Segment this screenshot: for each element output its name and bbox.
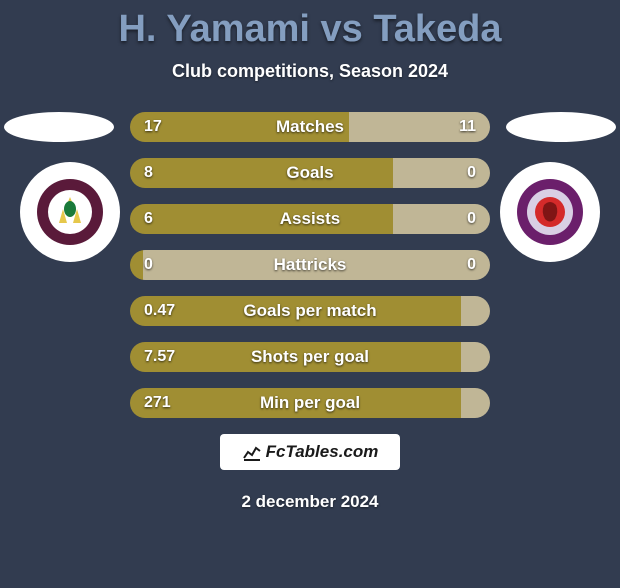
stat-row: 0.47 Goals per match xyxy=(130,296,490,326)
stat-row: 0 Hattricks 0 xyxy=(130,250,490,280)
stat-row: 17 Matches 11 xyxy=(130,112,490,142)
player-photo-left xyxy=(4,112,114,142)
club-badge-right-inner xyxy=(517,179,583,245)
watermark-text: FcTables.com xyxy=(266,442,379,462)
stat-value-right: 0 xyxy=(467,210,476,228)
stats-list: 17 Matches 11 8 Goals 0 6 Assists 0 0 Hattricks 0 0.… xyxy=(130,112,490,418)
subtitle: Club competitions, Season 2024 xyxy=(0,61,620,82)
stat-value-left: 8 xyxy=(144,164,153,182)
stat-label: Shots per goal xyxy=(251,347,369,367)
club-badge-left xyxy=(20,162,120,262)
club-badge-right xyxy=(500,162,600,262)
stat-label: Assists xyxy=(280,209,340,229)
page-title: H. Yamami vs Takeda xyxy=(0,8,620,51)
comparison-panel: 17 Matches 11 8 Goals 0 6 Assists 0 0 Hattricks 0 0.… xyxy=(0,112,620,418)
stat-label: Goals per match xyxy=(243,301,376,321)
stat-label: Hattricks xyxy=(274,255,347,275)
stat-value-right: 11 xyxy=(459,118,476,136)
stat-value-left: 271 xyxy=(144,394,171,412)
stat-value-right: 0 xyxy=(467,164,476,182)
stat-label: Min per goal xyxy=(260,393,360,413)
stat-value-left: 0.47 xyxy=(144,302,175,320)
date-label: 2 december 2024 xyxy=(0,492,620,512)
club-badge-left-inner xyxy=(37,179,103,245)
stat-label: Matches xyxy=(276,117,344,137)
stat-label: Goals xyxy=(286,163,333,183)
stat-row: 6 Assists 0 xyxy=(130,204,490,234)
stat-row: 7.57 Shots per goal xyxy=(130,342,490,372)
player-photo-right xyxy=(506,112,616,142)
watermark: FcTables.com xyxy=(220,434,400,470)
stat-value-left: 6 xyxy=(144,210,153,228)
stat-value-left: 0 xyxy=(144,256,153,274)
chart-icon xyxy=(242,442,262,462)
stat-row: 271 Min per goal xyxy=(130,388,490,418)
stat-value-right: 0 xyxy=(467,256,476,274)
stat-row: 8 Goals 0 xyxy=(130,158,490,188)
stat-value-left: 7.57 xyxy=(144,348,175,366)
stat-value-left: 17 xyxy=(144,118,162,136)
